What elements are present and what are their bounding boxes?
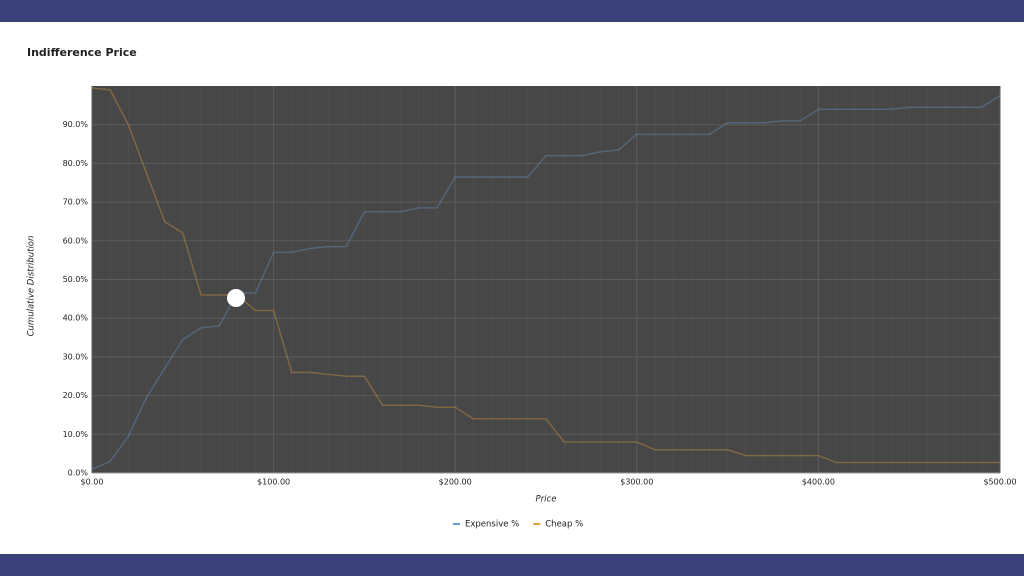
intersection-marker [227, 289, 245, 307]
y-tick-label: 20.0% [63, 391, 89, 400]
chart-title: Indifference Price [27, 46, 137, 59]
y-tick-label: 60.0% [63, 236, 89, 245]
y-tick-label: 90.0% [63, 120, 89, 129]
x-tick-label: $200.00 [439, 478, 472, 487]
x-tick-label: $500.00 [983, 478, 1016, 487]
y-tick-label: 0.0% [68, 469, 89, 478]
y-tick-label: 70.0% [63, 198, 89, 207]
y-axis-label: Cumulative Distribution [27, 236, 37, 337]
legend-label: Cheap % [545, 520, 583, 530]
x-tick-label: $0.00 [81, 478, 104, 487]
bottom-bar [0, 554, 1024, 576]
y-tick-label: 30.0% [63, 352, 89, 361]
y-tick-label: 50.0% [63, 275, 89, 284]
x-tick-label: $400.00 [802, 478, 835, 487]
y-tick-label: 10.0% [63, 430, 89, 439]
x-axis-label: Price [536, 495, 557, 505]
x-tick-label: $300.00 [620, 478, 653, 487]
x-tick-label: $100.00 [257, 478, 290, 487]
legend-label: Expensive % [465, 520, 519, 530]
top-bar [0, 0, 1024, 22]
y-tick-label: 80.0% [63, 159, 89, 168]
y-tick-label: 40.0% [63, 314, 89, 323]
